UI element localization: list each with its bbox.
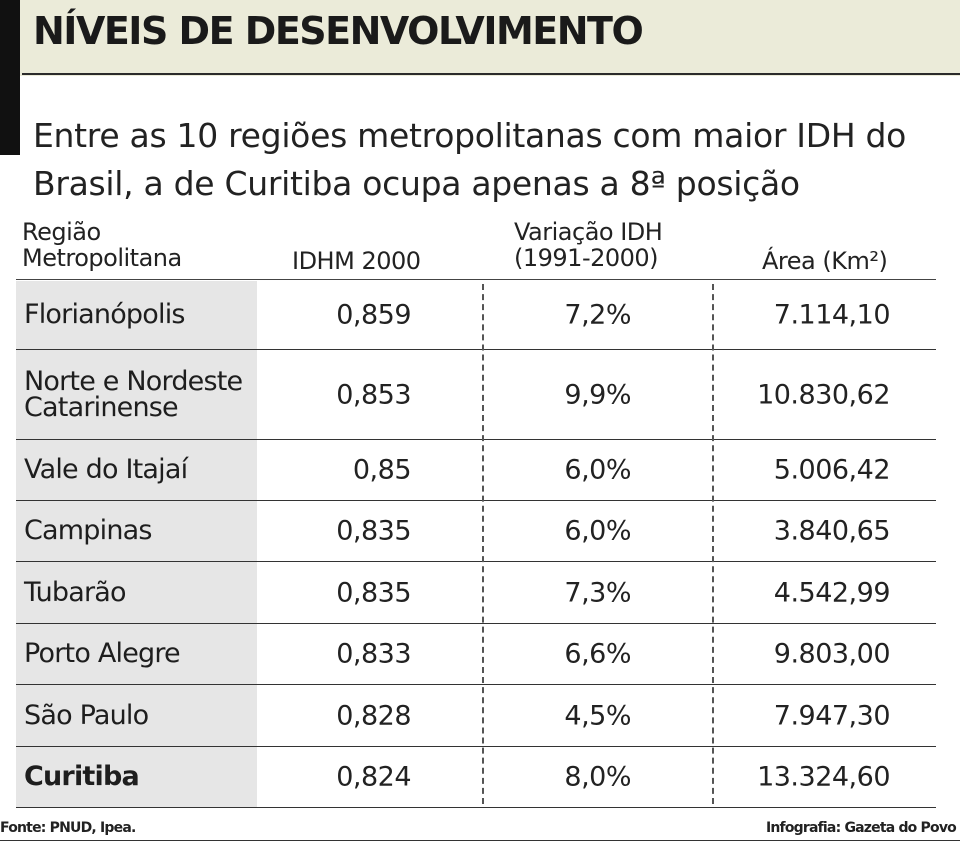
row-label-cell: São Paulo: [16, 685, 257, 746]
accent-bar: [0, 0, 20, 155]
row-label: Curitiba: [24, 761, 140, 792]
idhm-value: 0,835: [336, 515, 411, 547]
column-header-idhm: IDHM 2000: [292, 247, 421, 275]
table-row: Florianópolis 0,859 7,2% 7.114,10: [16, 281, 936, 350]
column-header-regiao-line2: Metropolitana: [22, 244, 182, 272]
source-note: Fonte: PNUD, Ipea.: [0, 820, 136, 836]
row-label-cell: Tubarão: [16, 562, 257, 623]
row-label: Vale do Itajaí: [24, 454, 188, 485]
header-band: [0, 0, 960, 76]
table-row: Norte e Nordeste Catarinense 0,853 9,9% 10.…: [16, 350, 936, 440]
idhm-value: 0,859: [336, 299, 411, 331]
variacao-value: 6,0%: [564, 515, 631, 547]
variacao-value: 6,0%: [564, 454, 631, 486]
idhm-value: 0,824: [336, 761, 411, 793]
row-label-cell: Florianópolis: [16, 281, 257, 349]
row-label-cell: Campinas: [16, 501, 257, 561]
area-value: 13.324,60: [757, 761, 890, 793]
row-label: Porto Alegre: [24, 638, 181, 669]
credit-note: Infografia: Gazeta do Povo: [765, 820, 957, 836]
header-divider: [22, 73, 960, 75]
idhm-value: 0,828: [336, 700, 411, 731]
area-value: 7.947,30: [773, 700, 891, 731]
area-value: 10.830,62: [757, 379, 890, 410]
area-value: 3.840,65: [773, 515, 891, 547]
row-label-cell: Norte e Nordeste Catarinense: [16, 350, 257, 439]
chart-title: NÍVEIS DE DESENVOLVIMENTO: [33, 9, 644, 53]
row-label: Tubarão: [24, 576, 127, 608]
variacao-value: 8,0%: [564, 761, 631, 793]
row-label: Norte e Nordeste Catarinense: [24, 365, 243, 423]
variacao-value: 4,5%: [564, 700, 631, 731]
column-header-regiao: Região Metropolitana: [22, 219, 182, 271]
footer-rule: [0, 840, 960, 841]
table-row: Porto Alegre 0,833 6,6% 9.803,00: [16, 624, 936, 685]
variacao-value: 7,3%: [564, 577, 631, 608]
table-row: Curitiba 0,824 8,0% 13.324,60: [16, 747, 936, 808]
header-rule: [16, 279, 936, 280]
area-value: 9.803,00: [773, 638, 891, 670]
variacao-value: 7,2%: [564, 299, 631, 331]
column-header-area: Área (Km²): [762, 247, 888, 275]
table-row: Vale do Itajaí 0,85 6,0% 5.006,42: [16, 440, 936, 501]
table-row: Campinas 0,835 6,0% 3.840,65: [16, 501, 936, 562]
chart-subtitle: Entre as 10 regiões metropolitanas com m…: [33, 116, 907, 203]
column-header-variacao-line2: (1991-2000): [514, 244, 659, 272]
idhm-value: 0,833: [336, 638, 411, 670]
idhm-value: 0,853: [336, 379, 411, 410]
idhm-value: 0,835: [336, 577, 411, 608]
column-divider: [712, 284, 714, 804]
area-value: 4.542,99: [773, 577, 891, 608]
variacao-value: 6,6%: [564, 638, 631, 670]
idhm-value: 0,85: [352, 454, 412, 486]
row-label-cell: Vale do Itajaí: [16, 440, 257, 500]
table-row: Tubarão 0,835 7,3% 4.542,99: [16, 562, 936, 624]
column-header-regiao-line1: Região: [22, 218, 101, 246]
row-label-cell: Porto Alegre: [16, 624, 257, 684]
variacao-value: 9,9%: [564, 379, 631, 410]
column-header-variacao-line1: Variação IDH: [514, 218, 663, 246]
table-row: São Paulo 0,828 4,5% 7.947,30: [16, 685, 936, 747]
column-header-variacao: Variação IDH (1991-2000): [514, 218, 663, 272]
area-value: 5.006,42: [773, 454, 891, 486]
column-divider: [482, 284, 484, 804]
row-label: São Paulo: [24, 699, 149, 731]
row-label: Florianópolis: [24, 299, 185, 330]
data-table: Florianópolis 0,859 7,2% 7.114,10 Norte e No…: [16, 281, 936, 808]
row-label-cell: Curitiba: [16, 747, 257, 807]
row-label: Campinas: [24, 515, 152, 546]
area-value: 7.114,10: [773, 299, 891, 331]
